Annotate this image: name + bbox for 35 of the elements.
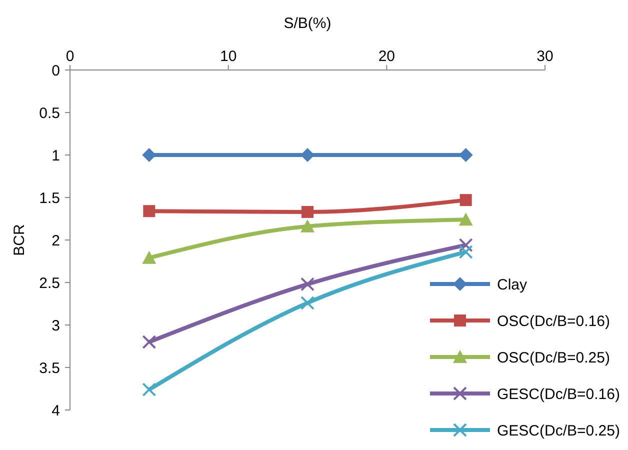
y-tick-label: 3 [52, 317, 60, 334]
y-tick-label: 2.5 [39, 274, 60, 292]
y-tick-label: 1 [52, 147, 60, 164]
point [143, 205, 156, 218]
point [458, 212, 473, 226]
legend-label: OSC(Dc/B=0.25) [497, 349, 610, 366]
point [142, 335, 156, 349]
point [458, 238, 473, 252]
x-tick-label: 0 [66, 48, 74, 65]
y-tick-label: 1.5 [39, 190, 60, 207]
point [300, 277, 314, 292]
point [458, 244, 473, 259]
y-tick-label: 2 [52, 232, 60, 250]
point [142, 148, 156, 162]
legend-label: Clay [497, 276, 528, 294]
y-tick-label: 3.5 [39, 360, 60, 377]
y-axis-title: BCR [11, 224, 28, 256]
point [300, 219, 314, 232]
legend-label: OSC(Dc/B=0.16) [497, 312, 610, 330]
legend-label: GESC(Dc/B=0.16) [497, 386, 620, 403]
legend-label: GESC(Dc/B=0.25) [497, 422, 620, 440]
point [142, 250, 156, 264]
point [300, 148, 314, 162]
x-axis-title: S/B(%) [284, 15, 332, 32]
point [300, 296, 314, 310]
y-tick-label: 0 [52, 62, 60, 80]
point [458, 148, 473, 162]
point [142, 382, 156, 397]
point [460, 194, 472, 206]
x-tick-label: 10 [220, 48, 237, 65]
point [302, 206, 314, 218]
y-tick-label: 0.5 [39, 104, 60, 122]
y-tick-label: 4 [52, 402, 60, 420]
x-tick-label: 20 [378, 48, 396, 65]
x-tick-label: 30 [536, 48, 554, 65]
